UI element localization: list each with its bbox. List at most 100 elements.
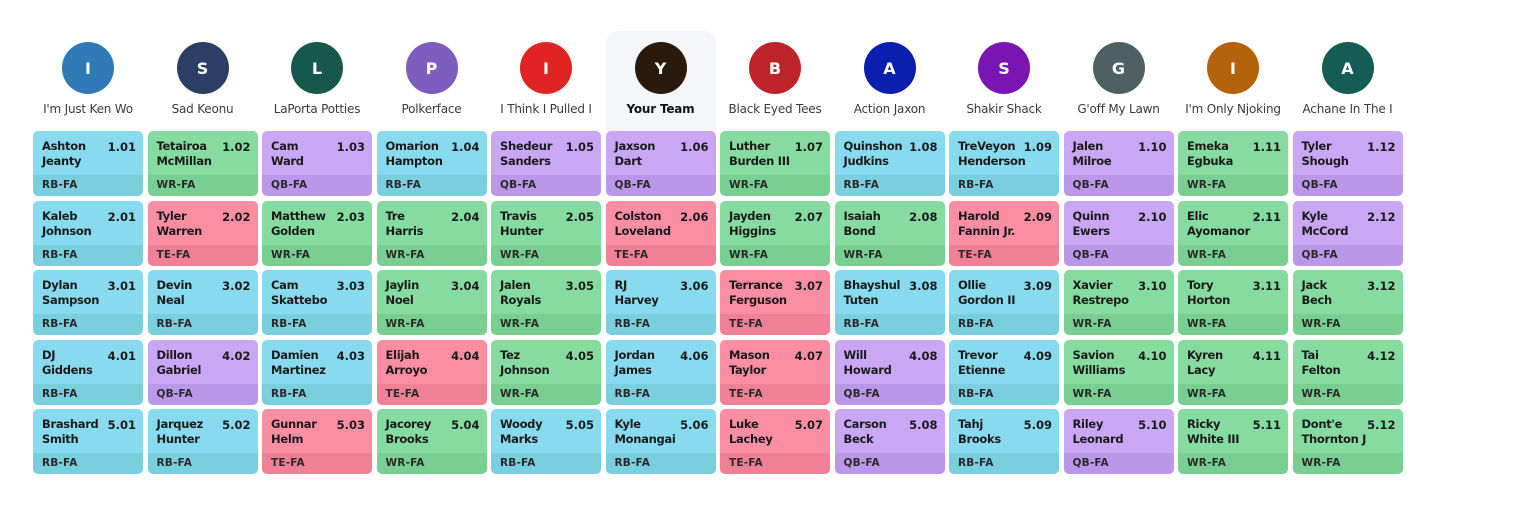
player-position: WR-FA	[500, 318, 540, 330]
player-position: RB-FA	[271, 387, 307, 400]
draft-pick-card[interactable]: Devin Neal 3.02 RB-FA	[147, 270, 258, 335]
draft-pick-card[interactable]: Bhayshul Tuten 3.08 RB-FA	[834, 270, 945, 335]
draft-pick-card[interactable]: Tyler Shough 1.12 QB-FA	[1292, 131, 1403, 196]
pick-number: 3.07	[794, 279, 823, 293]
draft-pick-card[interactable]: Elijah Arroyo 4.04 TE-FA	[376, 339, 487, 405]
draft-pick-card[interactable]: Quinn Ewers 2.10 QB-FA	[1063, 200, 1174, 266]
draft-pick-card[interactable]: Elic Ayomanor 2.11 WR-FA	[1178, 200, 1288, 266]
draft-pick-card[interactable]: Ollie Gordon II 3.09 RB-FA	[949, 270, 1059, 335]
draft-pick-card[interactable]: Riley Leonard 5.10 QB-FA	[1063, 409, 1174, 474]
draft-pick-card[interactable]: RJ Harvey 3.06 RB-FA	[605, 270, 716, 335]
draft-pick-card[interactable]: Tory Horton 3.11 WR-FA	[1178, 270, 1288, 335]
pick-number: 4.10	[1138, 348, 1167, 363]
draft-pick-card[interactable]: Mason Taylor 4.07 TE-FA	[720, 339, 830, 405]
team-column-header[interactable]: S Sad Keonu	[148, 31, 258, 131]
draft-pick-card[interactable]: Cam Skattebo 3.03 RB-FA	[262, 270, 372, 335]
draft-pick-card[interactable]: Jayden Higgins 2.07 WR-FA	[720, 200, 830, 266]
team-name: I'm Just Ken Wo	[43, 102, 133, 116]
team-avatar: G	[1092, 42, 1145, 94]
team-column-header[interactable]: S Shakir Shack	[949, 31, 1059, 131]
draft-pick-card[interactable]: Trevor Etienne 4.09 RB-FA	[949, 339, 1059, 405]
draft-pick-card[interactable]: Damien Martinez 4.03 RB-FA	[262, 339, 372, 405]
draft-pick-card[interactable]: Colston Loveland 2.06 TE-FA	[605, 200, 716, 266]
pick-number: 5.04	[451, 418, 480, 432]
draft-pick-card[interactable]: Carson Beck 5.08 QB-FA	[834, 409, 945, 474]
draft-pick-card[interactable]: Tahj Brooks 5.09 RB-FA	[949, 409, 1059, 474]
draft-pick-card[interactable]: TreVeyon Henderson 1.09 RB-FA	[949, 131, 1059, 196]
pick-number: 3.03	[336, 279, 365, 293]
draft-pick-card[interactable]: Tre Harris 2.04 WR-FA	[376, 200, 487, 266]
draft-pick-card[interactable]: Jalen Royals 3.05 WR-FA	[491, 270, 601, 335]
team-column-header[interactable]: P Polkerface	[377, 31, 487, 131]
draft-pick-card[interactable]: Gunnar Helm 5.03 TE-FA	[262, 409, 372, 474]
pick-number: 1.03	[336, 140, 365, 154]
draft-pick-card[interactable]: Tez Johnson 4.05 WR-FA	[491, 339, 601, 405]
player-position: WR-FA	[1187, 457, 1227, 469]
draft-pick-card[interactable]: Quinshon Judkins 1.08 RB-FA	[834, 131, 945, 196]
draft-pick-card[interactable]: Dylan Sampson 3.01 RB-FA	[33, 270, 143, 335]
draft-pick-card[interactable]: Woody Marks 5.05 RB-FA	[491, 409, 601, 474]
pick-number: 3.11	[1252, 279, 1281, 293]
draft-pick-card[interactable]: Jarquez Hunter 5.02 RB-FA	[147, 409, 258, 474]
draft-pick-card[interactable]: Brashard Smith 5.01 RB-FA	[33, 409, 143, 474]
draft-pick-card[interactable]: Kyle Monangai 5.06 RB-FA	[605, 409, 716, 474]
draft-pick-card[interactable]: Kaleb Johnson 2.01 RB-FA	[33, 200, 143, 266]
player-name: Tetairoa McMillan	[156, 139, 212, 168]
player-name: Terrance Ferguson	[729, 278, 787, 307]
draft-pick-card[interactable]: Shedeur Sanders 1.05 QB-FA	[491, 131, 601, 196]
team-column-header[interactable]: A Achane In The I	[1293, 31, 1403, 131]
draft-pick-card[interactable]: Jack Bech 3.12 WR-FA	[1292, 270, 1403, 335]
player-position: WR-FA	[1187, 179, 1227, 191]
pick-number: 4.09	[1023, 348, 1052, 363]
draft-pick-card[interactable]: Matthew Golden 2.03 WR-FA	[262, 200, 372, 266]
draft-pick-card[interactable]: Luke Lachey 5.07 TE-FA	[720, 409, 830, 474]
pick-number: 5.08	[909, 418, 938, 432]
draft-pick-card[interactable]: Tyler Warren 2.02 TE-FA	[147, 200, 258, 266]
draft-pick-card[interactable]: Xavier Restrepo 3.10 WR-FA	[1063, 270, 1174, 335]
player-name: Shedeur Sanders	[500, 139, 553, 168]
draft-pick-card[interactable]: Terrance Ferguson 3.07 TE-FA	[720, 270, 830, 335]
draft-pick-card[interactable]: Dillon Gabriel 4.02 QB-FA	[147, 339, 258, 405]
player-position: WR-FA	[1187, 387, 1227, 400]
player-name: Quinn Ewers	[1072, 208, 1111, 238]
draft-pick-card[interactable]: Will Howard 4.08 QB-FA	[834, 339, 945, 405]
team-column-header[interactable]: I I'm Just Ken Wo	[33, 31, 143, 131]
player-name: Ricky White III	[1187, 417, 1240, 446]
draft-pick-card[interactable]: Kyren Lacy 4.11 WR-FA	[1178, 339, 1288, 405]
draft-pick-card[interactable]: Jaylin Noel 3.04 WR-FA	[376, 270, 487, 335]
draft-pick-card[interactable]: Harold Fannin Jr. 2.09 TE-FA	[949, 200, 1059, 266]
draft-pick-card[interactable]: Savion Williams 4.10 WR-FA	[1063, 339, 1174, 405]
player-name: Riley Leonard	[1072, 417, 1124, 446]
pick-number: 4.08	[909, 348, 938, 363]
team-column-header[interactable]: B Black Eyed Tees	[720, 31, 830, 131]
player-name: TreVeyon Henderson	[958, 139, 1026, 168]
team-column-header[interactable]: I I'm Only Njoking	[1178, 31, 1288, 131]
pick-number: 1.01	[107, 140, 136, 154]
draft-pick-card[interactable]: Tai Felton 4.12 WR-FA	[1292, 339, 1403, 405]
player-name: DJ Giddens	[42, 347, 93, 377]
team-column-header[interactable]: G G'off My Lawn	[1064, 31, 1174, 131]
team-column-header[interactable]: Y Your Team	[605, 31, 716, 131]
draft-pick-card[interactable]: DJ Giddens 4.01 RB-FA	[33, 339, 143, 405]
draft-pick-card[interactable]: Travis Hunter 2.05 WR-FA	[491, 200, 601, 266]
draft-pick-card[interactable]: Cam Ward 1.03 QB-FA	[262, 131, 372, 196]
team-column-header[interactable]: A Action Jaxon	[835, 31, 945, 131]
team-column-header[interactable]: L LaPorta Potties	[262, 31, 372, 131]
player-name: Gunnar Helm	[271, 417, 317, 446]
draft-pick-card[interactable]: Kyle McCord 2.12 QB-FA	[1292, 200, 1403, 266]
player-name: Kyle Monangai	[614, 417, 676, 446]
draft-pick-card[interactable]: Isaiah Bond 2.08 WR-FA	[834, 200, 945, 266]
draft-pick-card[interactable]: Emeka Egbuka 1.11 WR-FA	[1178, 131, 1288, 196]
draft-pick-card[interactable]: Tetairoa McMillan 1.02 WR-FA	[147, 131, 258, 196]
draft-pick-card[interactable]: Jalen Milroe 1.10 QB-FA	[1063, 131, 1174, 196]
team-column-header[interactable]: I I Think I Pulled I	[491, 31, 601, 131]
draft-pick-card[interactable]: Dont'e Thornton J 5.12 WR-FA	[1292, 409, 1403, 474]
draft-pick-card[interactable]: Ashton Jeanty 1.01 RB-FA	[33, 131, 143, 196]
draft-pick-card[interactable]: Ricky White III 5.11 WR-FA	[1178, 409, 1288, 474]
draft-pick-card[interactable]: Jaxson Dart 1.06 QB-FA	[605, 131, 716, 196]
draft-pick-card[interactable]: Jordan James 4.06 RB-FA	[605, 339, 716, 405]
draft-pick-card[interactable]: Omarion Hampton 1.04 RB-FA	[376, 131, 487, 196]
draft-pick-card[interactable]: Jacorey Brooks 5.04 WR-FA	[376, 409, 487, 474]
draft-pick-card[interactable]: Luther Burden III 1.07 WR-FA	[720, 131, 830, 196]
pick-number: 2.01	[107, 209, 136, 224]
